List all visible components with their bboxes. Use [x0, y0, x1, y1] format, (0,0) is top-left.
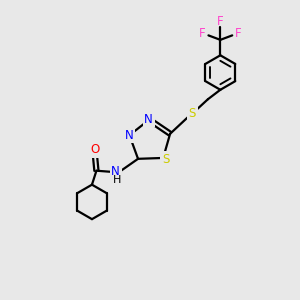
Text: F: F: [217, 15, 224, 28]
Text: S: S: [189, 107, 196, 120]
Text: F: F: [199, 27, 206, 40]
Text: H: H: [113, 175, 122, 185]
Text: F: F: [235, 27, 242, 40]
Text: N: N: [111, 165, 120, 178]
Text: O: O: [90, 143, 100, 156]
Text: S: S: [162, 153, 169, 166]
Text: N: N: [124, 129, 133, 142]
Text: N: N: [144, 112, 153, 126]
